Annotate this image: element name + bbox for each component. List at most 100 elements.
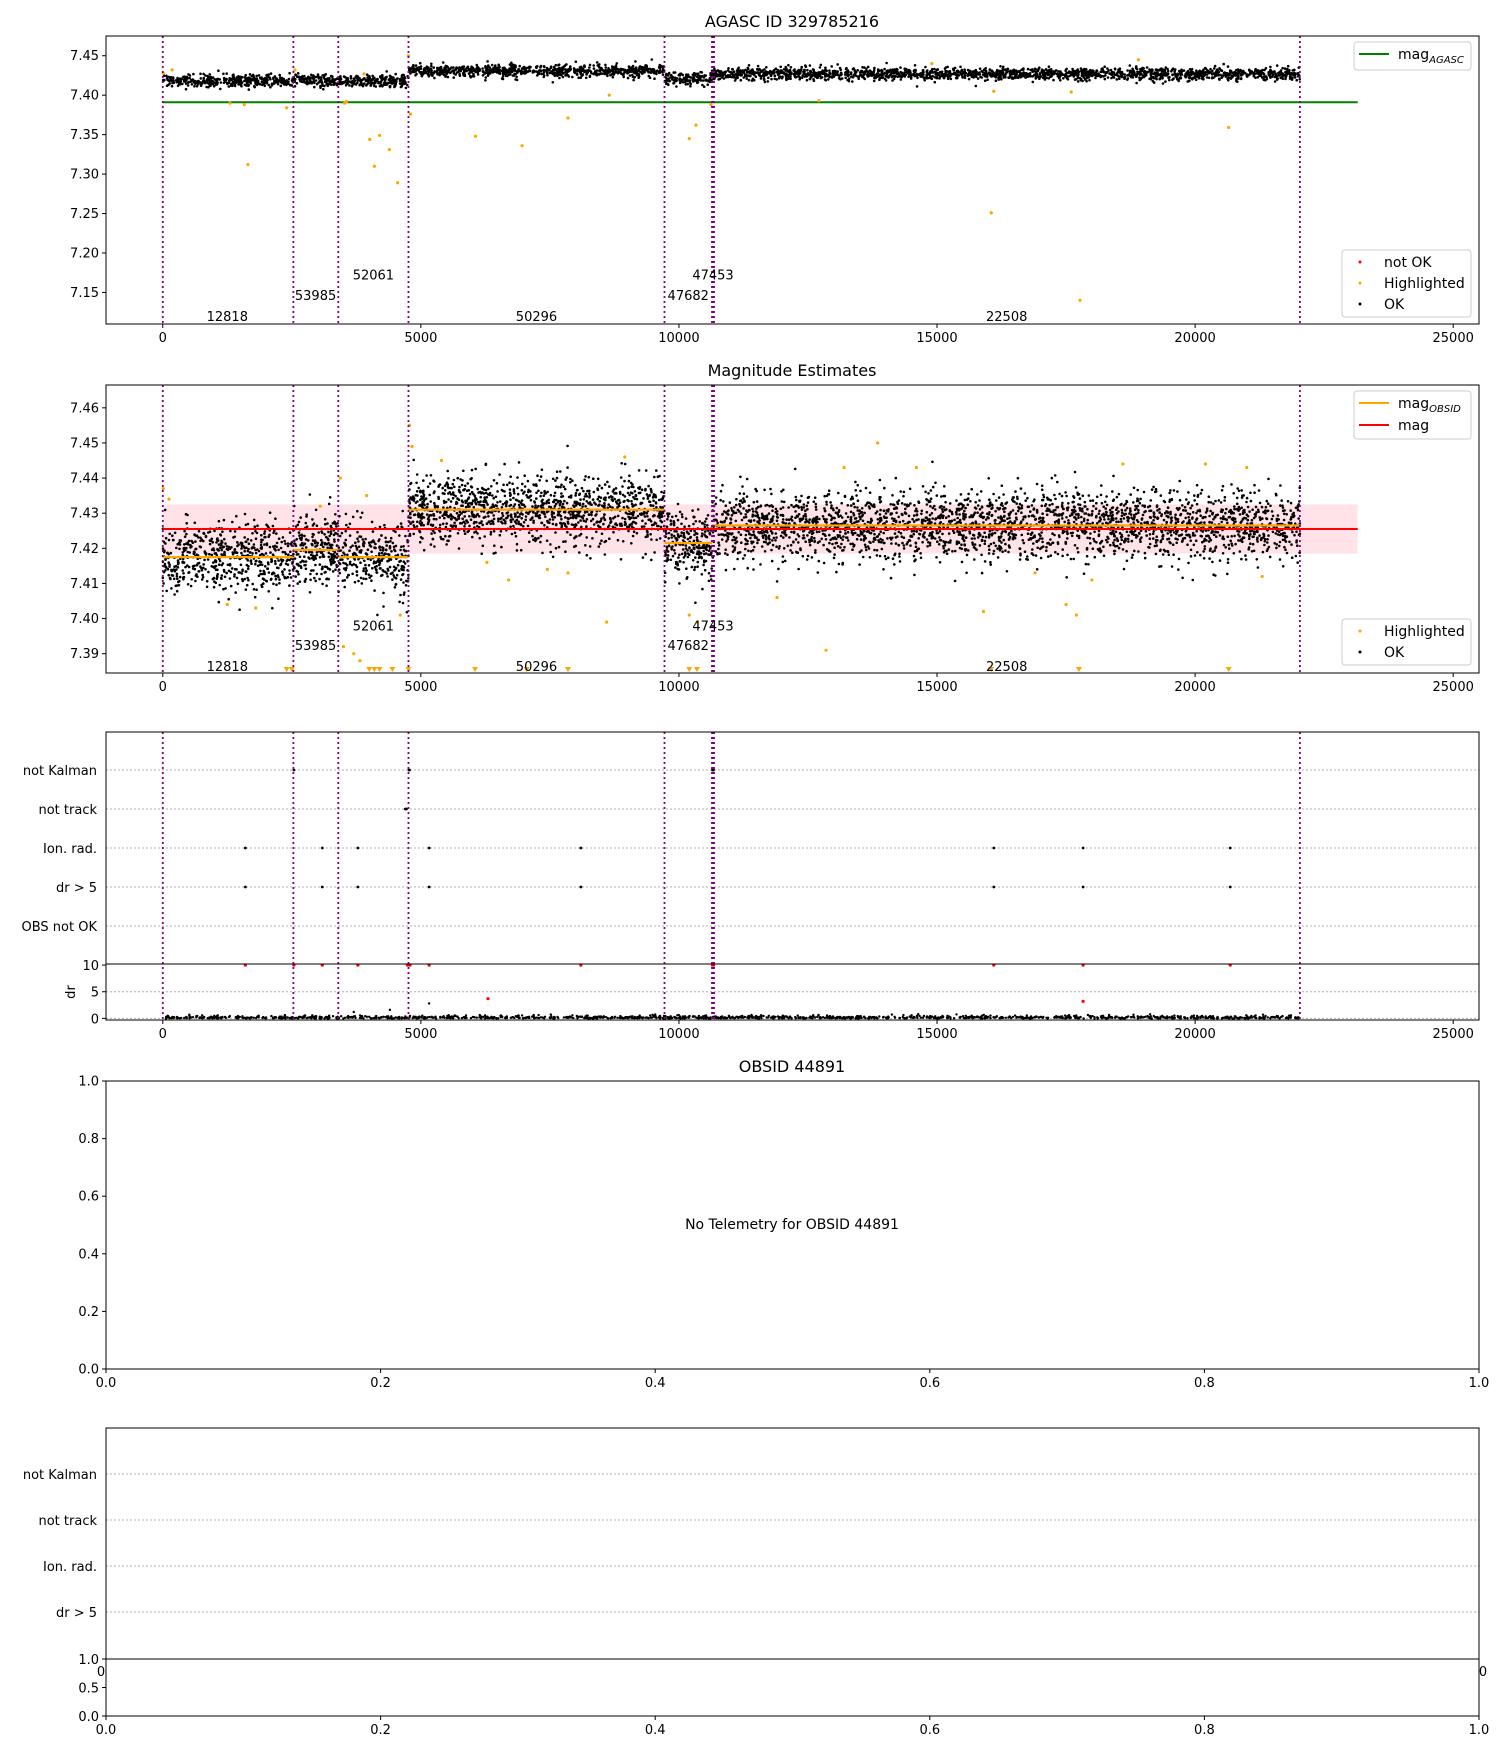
ok-point <box>1105 503 1109 507</box>
highlighted-point <box>930 62 934 66</box>
ok-point <box>750 79 754 82</box>
ok-point <box>1269 504 1272 508</box>
ok-point <box>227 81 230 84</box>
ok-point <box>557 63 560 67</box>
ok-point <box>174 79 178 82</box>
ok-point <box>216 547 219 551</box>
ok-point <box>435 71 439 74</box>
ok-point <box>392 76 395 79</box>
ok-point <box>883 67 886 71</box>
y-tick-label: 7.20 <box>70 246 99 261</box>
ok-point <box>620 72 623 76</box>
ok-point <box>1295 539 1298 542</box>
ok-point <box>574 484 577 487</box>
ok-point <box>706 83 709 86</box>
ok-point <box>1046 73 1049 77</box>
ok-point <box>265 81 269 85</box>
ok-point <box>543 524 546 527</box>
ok-point <box>933 76 937 79</box>
legend-marker-not-ok <box>1358 260 1362 264</box>
ok-point <box>882 72 885 76</box>
ok-point <box>1018 69 1021 73</box>
ok-point <box>814 508 818 511</box>
ok-point <box>1241 73 1244 76</box>
ok-point <box>686 537 690 541</box>
ok-point <box>540 72 543 76</box>
ok-point <box>715 512 718 516</box>
ok-point <box>1233 72 1236 75</box>
ok-point <box>913 550 917 553</box>
ok-point <box>455 71 459 74</box>
ok-point <box>978 67 982 70</box>
ok-point <box>1080 72 1084 76</box>
ok-point <box>1250 70 1254 73</box>
ok-point <box>1094 71 1098 74</box>
ok-point <box>988 529 992 533</box>
ok-point <box>696 80 700 84</box>
ok-point <box>1113 68 1117 71</box>
ok-point <box>894 74 897 78</box>
ok-point <box>1249 499 1253 503</box>
ok-point <box>994 509 997 513</box>
ok-point <box>666 74 670 77</box>
ok-point <box>1094 507 1098 511</box>
ok-point <box>271 82 275 85</box>
ok-point <box>844 67 848 71</box>
ok-point <box>355 76 359 80</box>
ok-point <box>1093 530 1096 534</box>
ok-point <box>948 72 952 75</box>
highlighted-point <box>687 136 691 141</box>
ok-point <box>329 80 332 84</box>
ok-point <box>637 75 641 78</box>
ok-point <box>1226 65 1230 68</box>
ok-point <box>1131 70 1135 74</box>
ok-point <box>856 499 860 503</box>
ok-point <box>218 583 221 587</box>
ok-point <box>1079 77 1083 81</box>
ok-point <box>804 64 807 67</box>
ok-point <box>616 538 620 542</box>
ok-point <box>837 562 841 566</box>
ok-point <box>485 66 488 70</box>
ok-point <box>626 76 630 80</box>
ok-point <box>635 531 639 535</box>
ok-point <box>814 505 818 509</box>
ok-point <box>551 515 554 519</box>
ok-point <box>1131 76 1135 79</box>
ok-point <box>383 79 387 82</box>
ok-point <box>233 84 237 88</box>
ok-point <box>720 72 724 76</box>
ok-point <box>286 542 290 545</box>
ok-point <box>435 66 439 70</box>
ok-point <box>896 68 899 71</box>
ok-point <box>1298 78 1301 81</box>
ok-point <box>750 541 754 545</box>
ok-point <box>574 494 577 497</box>
ok-point <box>1168 75 1171 79</box>
ok-point <box>462 469 465 473</box>
ok-point <box>936 76 939 80</box>
ok-point <box>1099 70 1103 74</box>
ok-point <box>580 486 584 490</box>
ok-point <box>542 75 546 79</box>
ok-point <box>515 71 519 74</box>
ok-point <box>1192 71 1195 75</box>
ok-point <box>345 77 349 81</box>
ok-point <box>927 492 930 495</box>
ok-point <box>208 76 211 79</box>
ok-point <box>581 67 585 71</box>
ok-point <box>1117 75 1121 78</box>
ok-point <box>881 76 885 80</box>
ok-point <box>1002 65 1005 69</box>
ok-point <box>492 68 495 71</box>
ok-point <box>823 78 827 81</box>
ok-point <box>406 83 409 87</box>
ok-point <box>1174 75 1177 78</box>
ok-point <box>963 76 967 79</box>
ok-point <box>861 66 864 69</box>
ok-point <box>552 65 556 69</box>
ok-point <box>503 494 507 498</box>
ok-point <box>246 567 250 571</box>
ok-point <box>1118 77 1121 80</box>
ok-point <box>744 68 747 72</box>
